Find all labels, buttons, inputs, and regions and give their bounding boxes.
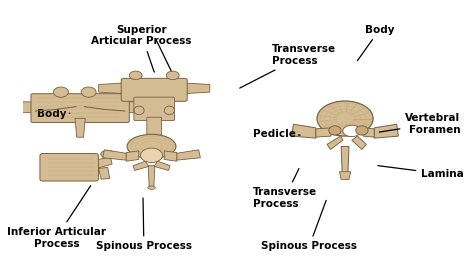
Text: Superior
Articular Process: Superior Articular Process	[91, 24, 192, 72]
Polygon shape	[99, 83, 124, 94]
Ellipse shape	[100, 150, 115, 158]
Polygon shape	[292, 124, 316, 138]
Text: Vertebral
Foramen: Vertebral Foramen	[379, 113, 460, 135]
Ellipse shape	[148, 186, 155, 189]
Ellipse shape	[141, 148, 163, 163]
Polygon shape	[352, 136, 366, 149]
Text: Body: Body	[37, 110, 70, 119]
Polygon shape	[126, 151, 139, 161]
Polygon shape	[99, 167, 110, 179]
Ellipse shape	[166, 71, 179, 80]
Polygon shape	[133, 161, 149, 171]
Polygon shape	[374, 124, 398, 138]
Polygon shape	[363, 128, 374, 137]
Ellipse shape	[81, 87, 96, 97]
Text: Lamina: Lamina	[378, 166, 464, 179]
Ellipse shape	[129, 71, 142, 80]
FancyBboxPatch shape	[10, 102, 37, 113]
Text: Inferior Articular
Process: Inferior Articular Process	[7, 186, 106, 248]
FancyBboxPatch shape	[121, 78, 187, 101]
Ellipse shape	[356, 126, 368, 135]
Ellipse shape	[127, 134, 176, 159]
Polygon shape	[177, 150, 201, 160]
Polygon shape	[316, 128, 331, 137]
Text: Pedicle: Pedicle	[253, 129, 300, 139]
Text: Transverse
Process: Transverse Process	[253, 169, 317, 209]
Polygon shape	[184, 83, 210, 94]
Polygon shape	[95, 157, 112, 168]
Polygon shape	[164, 151, 177, 161]
Polygon shape	[103, 150, 126, 160]
FancyBboxPatch shape	[31, 94, 129, 123]
Ellipse shape	[54, 87, 68, 97]
FancyBboxPatch shape	[134, 97, 174, 120]
Polygon shape	[341, 146, 349, 175]
FancyBboxPatch shape	[40, 153, 99, 181]
Text: Body: Body	[357, 24, 394, 61]
FancyBboxPatch shape	[147, 117, 162, 135]
Ellipse shape	[343, 125, 361, 137]
Polygon shape	[327, 136, 343, 149]
Ellipse shape	[317, 101, 373, 136]
Text: Spinous Process: Spinous Process	[96, 198, 192, 251]
Ellipse shape	[164, 106, 174, 115]
Polygon shape	[75, 118, 85, 137]
Ellipse shape	[329, 126, 341, 135]
Polygon shape	[154, 161, 170, 171]
Ellipse shape	[134, 106, 144, 115]
Text: Transverse
Process: Transverse Process	[240, 44, 336, 88]
Polygon shape	[148, 166, 155, 186]
FancyBboxPatch shape	[123, 102, 150, 113]
Polygon shape	[339, 172, 351, 180]
Text: Spinous Process: Spinous Process	[261, 201, 357, 251]
